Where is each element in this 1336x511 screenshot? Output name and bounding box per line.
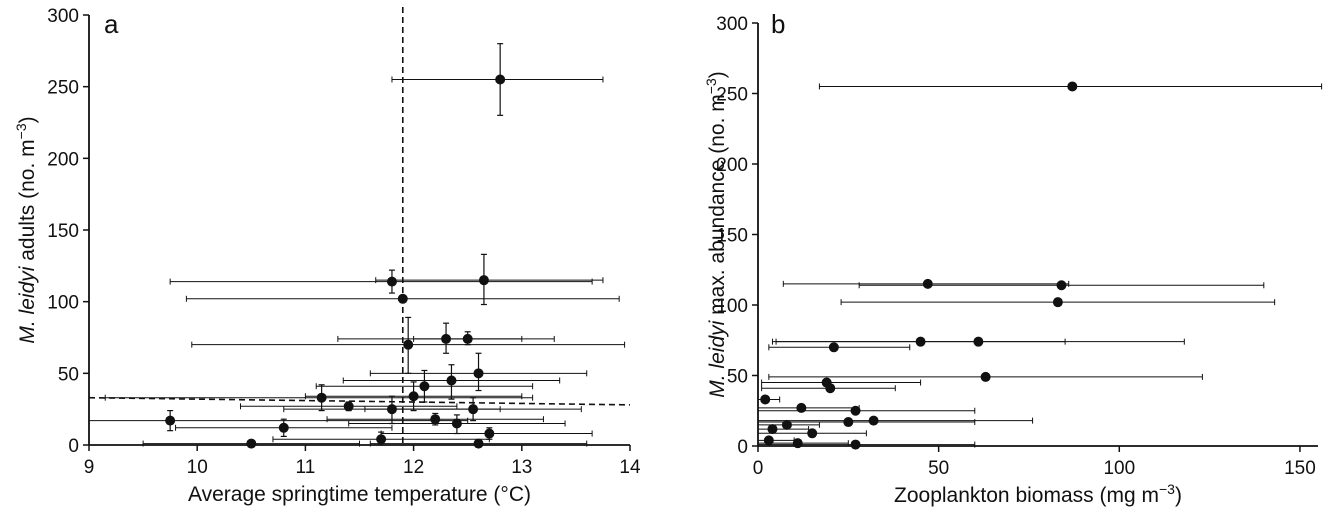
panel-b: 0 50 100 150 0 50 100 150 200 250 300 b Zooplankton …	[703, 9, 1323, 507]
data-point	[430, 414, 441, 425]
data-point	[807, 428, 818, 439]
data-point	[980, 371, 991, 382]
panel-a: 9 10 11 12 13 14 0 50 100 150 200 250 300 a Average sp…	[13, 6, 641, 506]
data-point	[343, 401, 354, 412]
data-point	[495, 74, 506, 85]
x-tick-label: 100	[1103, 458, 1135, 479]
x-tick-label: 10	[187, 457, 208, 478]
y-tick-label: 100	[716, 296, 748, 317]
data-point	[316, 392, 327, 403]
y-tick-label: 100	[47, 293, 79, 314]
data-point	[386, 276, 397, 287]
data-point	[462, 333, 473, 344]
data-point	[868, 415, 879, 426]
data-point	[825, 383, 836, 394]
y-tick-label: 300	[716, 14, 748, 35]
data-point	[792, 438, 803, 449]
data-point	[1067, 81, 1078, 92]
y-tick-label: 250	[47, 78, 79, 99]
trend-line	[88, 396, 631, 406]
data-point	[796, 402, 807, 413]
data-point	[767, 424, 778, 435]
data-point	[397, 293, 408, 304]
data-point	[763, 435, 774, 446]
data-point	[408, 391, 419, 402]
data-point	[478, 275, 489, 286]
x-tick-label: 9	[84, 457, 95, 478]
data-point	[781, 419, 792, 430]
data-point	[850, 439, 861, 450]
data-point	[760, 394, 771, 405]
data-point	[1056, 280, 1067, 291]
x-tick-label: 11	[296, 457, 316, 478]
data-point	[468, 404, 479, 415]
data-point	[828, 342, 839, 353]
data-point	[246, 438, 257, 449]
y-tick-label: 0	[737, 437, 748, 458]
data-point	[473, 438, 484, 449]
y-axis-label: M. leidyi max. abundance (no. m−3)	[703, 71, 729, 397]
data-point	[973, 336, 984, 347]
x-tick-label: 50	[928, 458, 949, 479]
data-point	[484, 428, 495, 439]
x-tick-label: 14	[619, 457, 641, 478]
data-point	[843, 417, 854, 428]
y-tick-label: 0	[68, 436, 79, 457]
x-axis-label: Zooplankton biomass (mg m−3)	[894, 481, 1182, 507]
y-tick-label: 200	[716, 155, 748, 176]
y-tick-label: 150	[47, 221, 79, 242]
data-point	[165, 415, 176, 426]
data-point	[278, 422, 289, 433]
y-tick-label: 300	[47, 6, 79, 27]
data-point	[419, 381, 430, 392]
y-axis-label: M. leidyi adults (no. m−3)	[13, 116, 39, 343]
x-axis-label: Average springtime temperature (°C)	[188, 483, 531, 506]
y-tick-label: 250	[716, 85, 748, 106]
data-point	[922, 278, 933, 289]
x-tick-label: 150	[1284, 458, 1316, 479]
data-point	[473, 368, 484, 379]
y-tick-label: 50	[58, 364, 79, 385]
data-point	[403, 339, 414, 350]
x-tick-label: 13	[511, 457, 532, 478]
x-tick-label: 12	[403, 457, 424, 478]
data-point	[850, 405, 861, 416]
y-tick-label: 200	[47, 149, 79, 170]
panel-letter: b	[771, 9, 785, 39]
y-tick-label: 50	[727, 367, 748, 388]
data-point	[451, 418, 462, 429]
data-point	[1052, 297, 1063, 308]
x-tick-label: 0	[753, 458, 764, 479]
data-point	[376, 434, 387, 445]
data-point	[446, 375, 457, 386]
panel-letter: a	[104, 9, 119, 39]
y-tick-label: 150	[716, 226, 748, 247]
